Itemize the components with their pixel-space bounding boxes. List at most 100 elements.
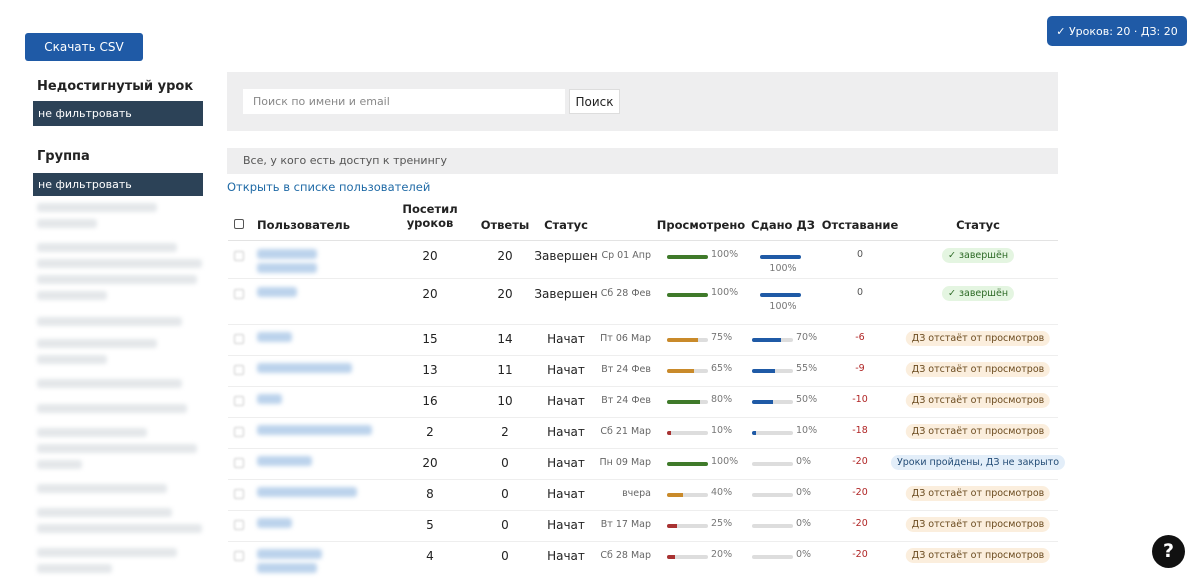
blurred-name [257, 263, 317, 273]
blurred-name [257, 249, 317, 259]
answers: 10 [497, 394, 513, 408]
filter-title: Недостигнутый урок [37, 79, 194, 94]
row-rule [228, 355, 1058, 356]
last-date: вчера [622, 488, 651, 499]
viewed-track [667, 462, 708, 466]
row-checkbox[interactable] [234, 427, 244, 437]
submitted-fill [760, 293, 801, 297]
viewed-fill [667, 293, 708, 297]
blurred-group [37, 291, 107, 300]
submitted-label: 55% [796, 363, 818, 374]
status: Начат [547, 456, 585, 470]
row-checkbox[interactable] [234, 334, 244, 344]
row-checkbox[interactable] [234, 551, 244, 561]
submitted-track [752, 524, 793, 528]
blurred-name [257, 518, 292, 528]
filter-title: Группа [37, 149, 90, 164]
lag: 0 [856, 249, 864, 260]
last-date: Пт 06 Мар [600, 333, 651, 344]
column-header: Пользователь [257, 218, 350, 232]
submitted-track [752, 462, 793, 466]
viewed-fill [667, 255, 708, 259]
submitted-track [752, 338, 793, 342]
submitted-label: 0% [796, 518, 812, 529]
filter-select[interactable]: не фильтровать [33, 101, 203, 126]
column-header: Статус [544, 218, 588, 232]
download-button[interactable]: Скачать CSV [25, 33, 143, 61]
lag: -10 [852, 394, 868, 405]
open-link[interactable]: Открыть в списке пользователей [227, 180, 431, 194]
viewed-track [667, 524, 708, 528]
submitted-label: 100% [769, 301, 797, 312]
blurred-group [37, 484, 167, 493]
submitted-label: 10% [796, 425, 818, 436]
submitted-track [752, 555, 793, 559]
visited: 20 [422, 456, 438, 470]
viewed-fill [667, 524, 678, 528]
row-rule [228, 448, 1058, 449]
status: Начат [547, 394, 585, 408]
blurred-name [257, 332, 292, 342]
status-badge: Уроки пройдены, ДЗ не закрыто [890, 455, 1066, 470]
help-button[interactable]: ? [1152, 535, 1185, 568]
blurred-name [257, 394, 282, 404]
row-checkbox[interactable] [234, 289, 244, 299]
submitted-track [752, 493, 793, 497]
blurred-group [37, 564, 112, 573]
visited: 15 [422, 332, 438, 346]
blurred-group [37, 460, 82, 469]
blurred-group [37, 317, 182, 326]
visited: 5 [426, 518, 434, 532]
status: Начат [547, 363, 585, 377]
select-all-checkbox[interactable] [234, 219, 244, 229]
blurred-group [37, 444, 197, 453]
last-date: Пн 09 Мар [599, 457, 651, 468]
status-badge: ✓ завершён [941, 286, 1015, 301]
submitted-track [752, 400, 793, 404]
blurred-group [37, 259, 202, 268]
visited: 20 [422, 249, 438, 263]
submitted-track [760, 293, 801, 297]
submitted-fill [752, 369, 775, 373]
answers: 0 [501, 549, 509, 563]
blurred-group [37, 524, 202, 533]
last-date: Сб 28 Фев [600, 288, 651, 299]
visited: 8 [426, 487, 434, 501]
submitted-track [752, 431, 793, 435]
row-checkbox[interactable] [234, 489, 244, 499]
viewed-label: 25% [711, 518, 733, 529]
viewed-label: 100% [711, 456, 739, 467]
viewed-track [667, 400, 708, 404]
lag: -6 [855, 332, 865, 343]
visited: 16 [422, 394, 438, 408]
viewed-track [667, 255, 708, 259]
access-bar: Все, у кого есть доступ к тренингу [227, 148, 1058, 174]
viewed-fill [667, 555, 676, 559]
blurred-group [37, 355, 107, 364]
row-rule [228, 541, 1058, 542]
filter-select[interactable]: не фильтровать [33, 173, 203, 196]
status-badge: ДЗ отстаёт от просмотров [905, 548, 1051, 563]
status: Начат [547, 518, 585, 532]
column-header: Ответы [480, 218, 530, 232]
blurred-group [37, 275, 197, 284]
row-checkbox[interactable] [234, 458, 244, 468]
row-checkbox[interactable] [234, 365, 244, 375]
row-checkbox[interactable] [234, 396, 244, 406]
search-input[interactable]: Поиск по имени и email [243, 89, 565, 114]
last-date: Сб 21 Мар [600, 426, 651, 437]
search-button[interactable]: Поиск [569, 89, 620, 114]
row-rule [228, 510, 1058, 511]
viewed-fill [667, 369, 694, 373]
status: Завершен [534, 249, 598, 263]
row-checkbox[interactable] [234, 251, 244, 261]
viewed-label: 40% [711, 487, 733, 498]
row-checkbox[interactable] [234, 520, 244, 530]
submitted-label: 100% [769, 263, 797, 274]
blurred-group [37, 243, 177, 252]
viewed-label: 20% [711, 549, 733, 560]
blurred-group [37, 548, 177, 557]
answers: 0 [501, 487, 509, 501]
summary-badge[interactable]: ✓ Уроков: 20 · ДЗ: 20 [1047, 16, 1187, 46]
status: Начат [547, 487, 585, 501]
